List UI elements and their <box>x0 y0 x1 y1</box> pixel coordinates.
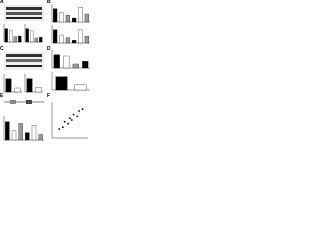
panel-label: D <box>47 46 51 52</box>
bar <box>74 84 87 91</box>
scatter-point <box>78 110 80 112</box>
bar <box>18 123 23 141</box>
schema-box <box>26 100 32 104</box>
bar <box>5 78 12 93</box>
scatter-point <box>76 115 79 118</box>
bar <box>53 54 60 69</box>
panel-label: A <box>0 0 4 5</box>
bar <box>84 36 89 44</box>
scatter-point <box>67 122 70 125</box>
blot-band <box>6 54 42 57</box>
bar <box>11 130 17 141</box>
bar <box>4 28 8 43</box>
bar <box>14 87 21 93</box>
bar <box>84 13 89 23</box>
bar <box>39 37 43 43</box>
scatter-point <box>63 120 66 123</box>
bar <box>72 17 77 23</box>
bar <box>38 134 43 141</box>
bar <box>63 55 70 69</box>
bar <box>34 37 38 43</box>
bar <box>65 15 70 23</box>
bar <box>26 78 33 93</box>
blot-c <box>4 52 44 70</box>
bar <box>13 36 17 43</box>
bar <box>72 63 79 69</box>
bar <box>30 30 34 43</box>
figure: A B C D E F <box>0 0 90 141</box>
blot-a <box>4 5 44 21</box>
blot-band <box>6 7 42 10</box>
blot-band <box>6 59 42 62</box>
bar <box>78 29 83 44</box>
panel-label: E <box>0 93 4 99</box>
bar <box>35 87 42 93</box>
bar <box>25 28 29 43</box>
bar <box>59 12 64 23</box>
blot-band <box>6 17 42 19</box>
scatter-point <box>70 119 73 121</box>
bar <box>9 29 13 43</box>
scatter-point <box>69 117 71 120</box>
bar <box>55 76 68 91</box>
bar <box>65 37 70 44</box>
diagram-e <box>4 100 44 104</box>
bar <box>78 7 83 23</box>
bar <box>59 34 64 44</box>
scatter-point <box>58 128 61 130</box>
bar <box>72 40 77 44</box>
schema-box <box>10 100 16 104</box>
scatter-point <box>72 113 75 116</box>
bar <box>31 125 37 141</box>
bar <box>25 132 30 141</box>
panel-label: C <box>0 46 4 52</box>
bar <box>5 121 10 141</box>
bar <box>53 29 58 44</box>
scatter-point <box>61 126 64 129</box>
scatter-point <box>81 108 84 111</box>
bar <box>18 35 22 43</box>
panel-label: F <box>47 93 50 99</box>
bar <box>82 61 89 69</box>
blot-band <box>6 12 42 15</box>
blot-band <box>6 65 42 67</box>
bar <box>53 8 58 23</box>
panel-label: B <box>47 0 51 5</box>
